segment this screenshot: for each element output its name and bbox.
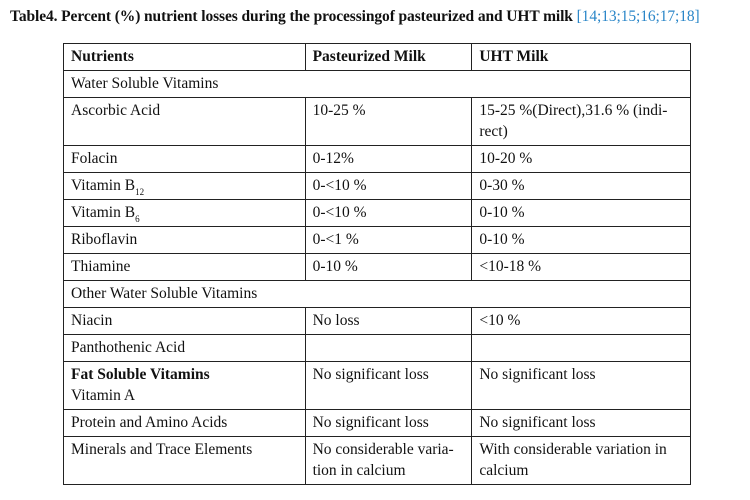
nutrient-name-text: Vitamin B	[71, 204, 136, 221]
nutrient-name: Thiamine	[63, 253, 306, 281]
table-row: Ascorbic Acid 10-25 % 15-25 %(Direct),31…	[63, 97, 691, 146]
pasteurized-value: 0-12%	[304, 145, 473, 173]
pasteurized-value: No considerable varia-tion in calcium	[304, 436, 473, 485]
table-row: Vitamin B12 0-<10 % 0-30 %	[63, 172, 691, 200]
uht-value	[471, 334, 691, 362]
nutrient-name: Panthothenic Acid	[63, 334, 306, 362]
pasteurized-value: No loss	[304, 307, 473, 335]
table-row: Panthothenic Acid	[63, 334, 691, 362]
section-label: Water Soluble Vitamins	[63, 70, 691, 98]
table-caption: Table4. Percent (%) nutrient losses duri…	[10, 8, 745, 26]
table-row: Minerals and Trace Elements No considera…	[63, 436, 691, 485]
nutrient-name: Folacin	[63, 145, 306, 173]
nutrient-name-text: Vitamin A	[71, 387, 136, 404]
uht-value: 0-10 %	[471, 226, 691, 254]
nutrient-name: Vitamin B6	[63, 199, 306, 227]
pasteurized-value: No significant loss	[304, 361, 473, 410]
table-row: Fat Soluble Vitamins Vitamin A No signifi…	[63, 361, 691, 410]
caption-references: [14;13;15;16;17;18]	[576, 8, 700, 25]
uht-value: 10-20 %	[471, 145, 691, 173]
uht-value: No significant loss	[471, 409, 691, 437]
table-row: Thiamine 0-10 % <10-18 %	[63, 253, 691, 281]
table-row: Niacin No loss <10 %	[63, 307, 691, 335]
pasteurized-value	[304, 334, 473, 362]
nutrient-losses-table: Nutrients Pasteurized Milk UHT Milk Wate…	[63, 43, 691, 485]
table-header-row: Nutrients Pasteurized Milk UHT Milk	[63, 43, 691, 71]
subscript: 6	[135, 214, 140, 224]
uht-value: No significant loss	[471, 361, 691, 410]
table-row: Folacin 0-12% 10-20 %	[63, 145, 691, 173]
uht-value: <10-18 %	[471, 253, 691, 281]
caption-title: Table4. Percent (%) nutrient losses duri…	[10, 8, 573, 25]
nutrient-name: Minerals and Trace Elements	[63, 436, 306, 485]
pasteurized-value: No significant loss	[304, 409, 473, 437]
header-pasteurized: Pasteurized Milk	[304, 43, 473, 71]
nutrient-name: Riboflavin	[63, 226, 306, 254]
table-row: Riboflavin 0-<1 % 0-10 %	[63, 226, 691, 254]
uht-value: With considerable variation in calcium	[471, 436, 691, 485]
header-nutrients: Nutrients	[63, 43, 306, 71]
nutrient-name: Fat Soluble Vitamins Vitamin A	[63, 361, 306, 410]
table-row: Vitamin B6 0-<10 % 0-10 %	[63, 199, 691, 227]
section-row-water-soluble: Water Soluble Vitamins	[63, 70, 691, 98]
nutrient-name: Vitamin B12	[63, 172, 306, 200]
nutrient-name: Ascorbic Acid	[63, 97, 306, 146]
nutrient-name: Protein and Amino Acids	[63, 409, 306, 437]
section-label: Other Water Soluble Vitamins	[63, 280, 691, 308]
pasteurized-value: 0-10 %	[304, 253, 473, 281]
uht-value: 0-30 %	[471, 172, 691, 200]
table-row: Protein and Amino Acids No significant l…	[63, 409, 691, 437]
pasteurized-value: 0-<1 %	[304, 226, 473, 254]
uht-value: 0-10 %	[471, 199, 691, 227]
pasteurized-value: 10-25 %	[304, 97, 473, 146]
pasteurized-value: 0-<10 %	[304, 199, 473, 227]
fat-soluble-heading: Fat Soluble Vitamins	[71, 366, 210, 383]
section-row-other-water-soluble: Other Water Soluble Vitamins	[63, 280, 691, 308]
subscript: 12	[135, 187, 145, 197]
header-uht: UHT Milk	[471, 43, 691, 71]
nutrient-name-text: Vitamin B	[71, 177, 136, 194]
uht-value: <10 %	[471, 307, 691, 335]
uht-value: 15-25 %(Direct),31.6 % (indi-rect)	[471, 97, 691, 146]
pasteurized-value: 0-<10 %	[304, 172, 473, 200]
nutrient-name: Niacin	[63, 307, 306, 335]
